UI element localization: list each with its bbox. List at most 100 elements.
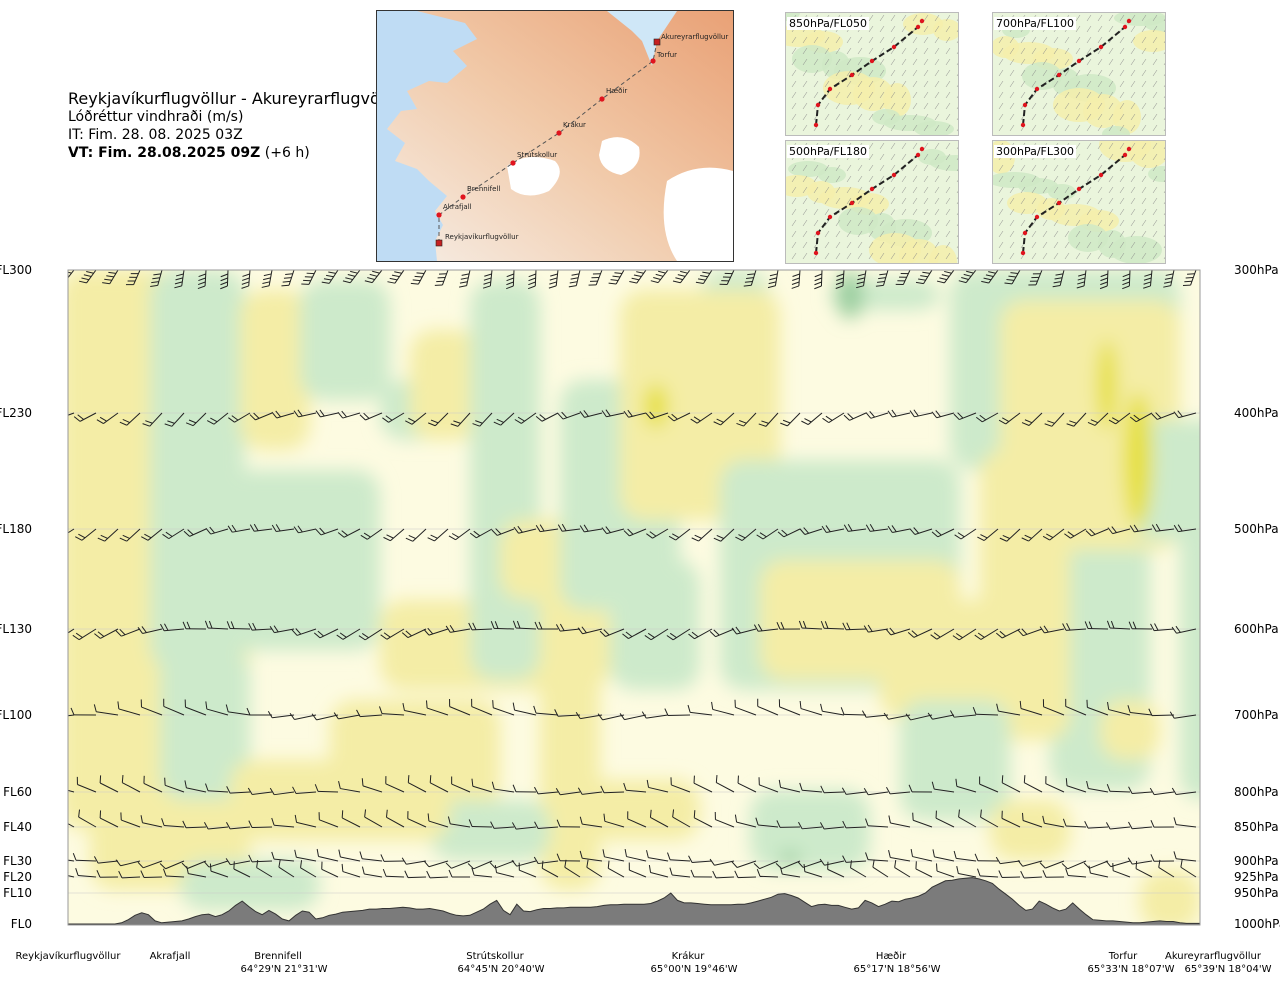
wind-barb bbox=[932, 849, 955, 862]
level-map-point bbox=[1022, 230, 1028, 236]
waypoint-marker[interactable] bbox=[599, 96, 605, 102]
level-map-point bbox=[1076, 58, 1082, 64]
wind-barb bbox=[427, 528, 449, 542]
hpa-label-800hpa: 800hPa bbox=[1234, 785, 1279, 799]
map-point-label: Brennifell bbox=[467, 185, 500, 193]
level-map-point bbox=[915, 152, 921, 158]
wind-barb bbox=[248, 854, 273, 863]
route-overview-map[interactable]: Reykjavíkurflugvöllur Akrafjall Brennifell… bbox=[376, 10, 734, 262]
map-point-label: Strútskollur bbox=[517, 151, 557, 159]
title-block: Reykjavíkurflugvöllur - Akureyrarflugvöl… bbox=[68, 90, 405, 162]
wind-barb bbox=[954, 528, 977, 540]
wind-barb bbox=[758, 777, 779, 793]
wind-barb bbox=[160, 623, 185, 632]
wind-barb bbox=[623, 409, 647, 418]
wind-barb bbox=[915, 861, 933, 878]
wind-barb bbox=[246, 707, 273, 716]
wind-barb bbox=[247, 787, 273, 796]
wind-barb bbox=[956, 866, 977, 878]
wind-barb bbox=[471, 867, 493, 878]
wind-barb bbox=[827, 861, 845, 878]
wvel-core bbox=[836, 271, 864, 319]
wind-barb bbox=[579, 816, 603, 828]
wind-barb bbox=[121, 775, 141, 793]
level-map-3[interactable]: 300hPa/FL300 bbox=[992, 140, 1166, 264]
wind-barb bbox=[798, 620, 823, 630]
wind-barb bbox=[99, 775, 119, 793]
route-place-name: Akrafjall bbox=[150, 951, 191, 962]
wind-barb bbox=[1061, 860, 1087, 870]
wind-barb bbox=[491, 528, 515, 536]
wind-barb bbox=[68, 857, 75, 862]
waypoint-marker[interactable] bbox=[436, 212, 442, 218]
level-map-point bbox=[891, 172, 897, 178]
wind-barb bbox=[401, 628, 427, 639]
waypoint-marker[interactable] bbox=[510, 160, 516, 166]
wind-barb bbox=[137, 860, 163, 869]
wind-barb bbox=[1083, 860, 1109, 869]
wind-barb bbox=[427, 813, 449, 828]
wind-barb bbox=[908, 784, 933, 793]
terrain-profile bbox=[68, 877, 1200, 925]
wind-barb bbox=[1105, 860, 1131, 868]
level-map-route bbox=[1022, 20, 1130, 126]
wind-barb bbox=[423, 627, 449, 636]
route-place-coord: 65°17'N 18°56'W bbox=[854, 964, 941, 975]
wind-barb bbox=[494, 865, 515, 878]
wind-barb bbox=[548, 270, 559, 289]
wind-barb bbox=[512, 702, 537, 716]
wind-barb bbox=[97, 528, 119, 542]
wind-barb bbox=[841, 787, 867, 795]
wind-barb bbox=[300, 860, 317, 878]
wind-barb bbox=[513, 525, 537, 534]
wind-barb bbox=[840, 707, 867, 716]
level-map-point bbox=[919, 146, 925, 152]
wind-barb bbox=[875, 270, 889, 287]
map-point-label: Torfur bbox=[656, 51, 677, 59]
waypoint-marker[interactable] bbox=[460, 194, 466, 200]
wind-barb bbox=[776, 820, 801, 828]
wind-barb bbox=[72, 852, 97, 862]
wind-barb bbox=[667, 412, 691, 422]
wind-barb bbox=[886, 786, 911, 795]
hpa-label-700hpa: 700hPa bbox=[1234, 708, 1279, 722]
wvel-region bbox=[150, 270, 245, 670]
wind-barb bbox=[75, 528, 97, 541]
wind-barb bbox=[842, 855, 867, 863]
waypoint-marker[interactable] bbox=[650, 58, 656, 64]
airport-marker[interactable] bbox=[435, 239, 443, 247]
wind-barb bbox=[600, 785, 625, 794]
wind-barb bbox=[780, 412, 801, 427]
wind-barb bbox=[361, 866, 383, 878]
wind-barb bbox=[68, 786, 75, 793]
wind-barb bbox=[423, 860, 449, 868]
waypoint-marker[interactable] bbox=[556, 130, 562, 136]
level-map-0[interactable]: 850hPa/FL050 bbox=[785, 12, 959, 136]
wind-barb bbox=[842, 820, 867, 829]
wind-barb bbox=[364, 270, 383, 284]
level-map-point bbox=[1126, 18, 1132, 24]
level-map-point bbox=[815, 102, 821, 108]
wind-barb bbox=[865, 818, 889, 828]
hpa-label-925hpa: 925hPa bbox=[1234, 870, 1279, 884]
wind-barb bbox=[1017, 859, 1043, 867]
wvel-region bbox=[750, 790, 870, 870]
airport-marker[interactable] bbox=[653, 38, 661, 46]
vertical-cross-section[interactable]: FL300 300hPa FL230 400hPa FL180 500hPa FL130 60… bbox=[0, 262, 1280, 981]
level-map-svg bbox=[786, 141, 958, 263]
level-map-label: 700hPa/FL100 bbox=[994, 17, 1077, 30]
wind-barb bbox=[627, 811, 647, 828]
wind-barb bbox=[94, 628, 119, 639]
level-map-route bbox=[815, 148, 923, 254]
map-point-label: Hæðir bbox=[606, 87, 627, 95]
wind-barb bbox=[294, 814, 317, 828]
level-map-2[interactable]: 500hPa/FL180 bbox=[785, 140, 959, 264]
wind-barb bbox=[981, 270, 999, 284]
wind-barb bbox=[1106, 783, 1131, 793]
wind-barb bbox=[735, 528, 757, 541]
wind-barb bbox=[995, 856, 1021, 865]
level-map-1[interactable]: 700hPa/FL100 bbox=[992, 12, 1166, 136]
wind-barb bbox=[1182, 270, 1197, 287]
wind-barb bbox=[623, 528, 647, 537]
wind-barb bbox=[557, 411, 581, 420]
